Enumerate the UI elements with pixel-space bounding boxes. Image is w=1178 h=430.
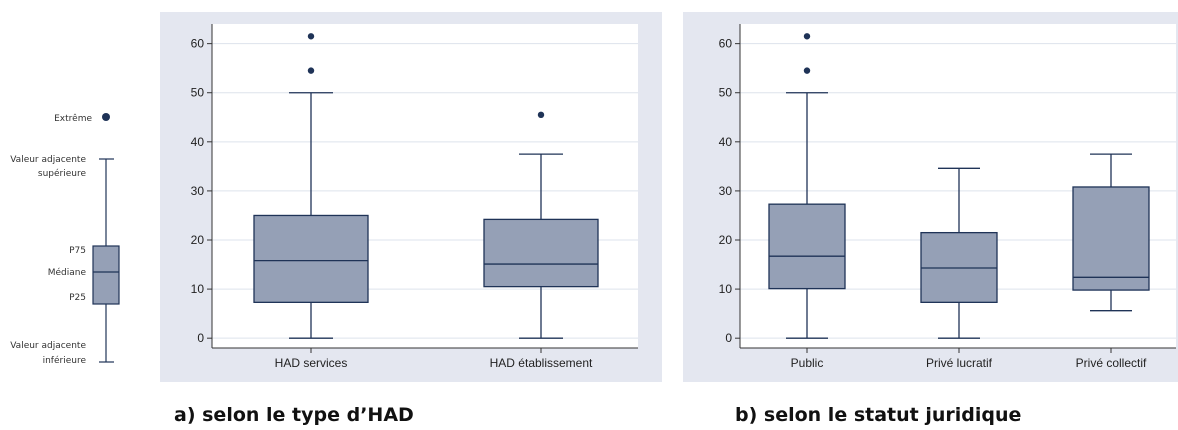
y-tick-label-a: 20: [191, 233, 205, 247]
y-tick-label-a: 30: [191, 184, 205, 198]
box-a: [483, 218, 599, 288]
category-label-b: Privé lucratif: [926, 356, 993, 370]
y-tick-label-b: 20: [719, 233, 733, 247]
legend-p25-label: P25: [69, 293, 86, 303]
boxplot-legend: Extrême Valeur adjacente supérieure P75 …: [10, 113, 120, 366]
outlier-point-a: [307, 67, 315, 74]
category-label-b: Public: [791, 356, 824, 370]
y-tick-label-b: 50: [719, 86, 733, 100]
outlier-point-a: [537, 111, 545, 119]
y-tick-label-a: 40: [191, 135, 205, 149]
legend-extreme-dot: [102, 113, 110, 121]
legend-upper-adjacent-label-2: supérieure: [38, 168, 87, 179]
y-tick-label-b: 40: [719, 135, 733, 149]
outlier-point-b: [803, 67, 811, 74]
category-label-b: Privé collectif: [1076, 356, 1147, 370]
legend-upper-adjacent-label-1: Valeur adjacente: [10, 155, 86, 165]
legend-lower-adjacent-label-1: Valeur adjacente: [10, 341, 86, 351]
outlier-point-b: [803, 33, 811, 40]
category-label-a: HAD établissement: [490, 356, 593, 370]
box-b: [768, 203, 846, 290]
y-tick-label-a: 60: [191, 37, 205, 51]
y-tick-label-b: 10: [719, 282, 733, 296]
legend-extreme-label: Extrême: [54, 113, 92, 124]
y-tick-label-b: 60: [719, 37, 733, 51]
y-tick-label-a: 0: [197, 331, 204, 345]
legend-p75-label: P75: [69, 246, 86, 256]
legend-median-label: Médiane: [48, 267, 87, 278]
caption-a: a) selon le type d’HAD: [174, 404, 414, 426]
y-tick-label-b: 30: [719, 184, 733, 198]
chart-panel-b: 0 10 20 30 40 50 60 Public Privé lucratif Privé c…: [683, 12, 1178, 426]
y-tick-label-a: 50: [191, 86, 205, 100]
y-tick-label-a: 10: [191, 282, 205, 296]
category-label-a: HAD services: [275, 356, 348, 370]
caption-b: b) selon le statut juridique: [735, 404, 1021, 426]
outlier-point-a: [307, 33, 315, 40]
y-tick-label-b: 0: [725, 331, 732, 345]
chart-panel-a: 0 10 20 30 40 50 60 HAD services HAD établisseme…: [160, 12, 662, 426]
legend-lower-adjacent-label-2: inférieure: [43, 355, 87, 366]
box-a: [253, 214, 369, 303]
legend-box: [92, 245, 120, 305]
box-b: [1072, 186, 1150, 291]
